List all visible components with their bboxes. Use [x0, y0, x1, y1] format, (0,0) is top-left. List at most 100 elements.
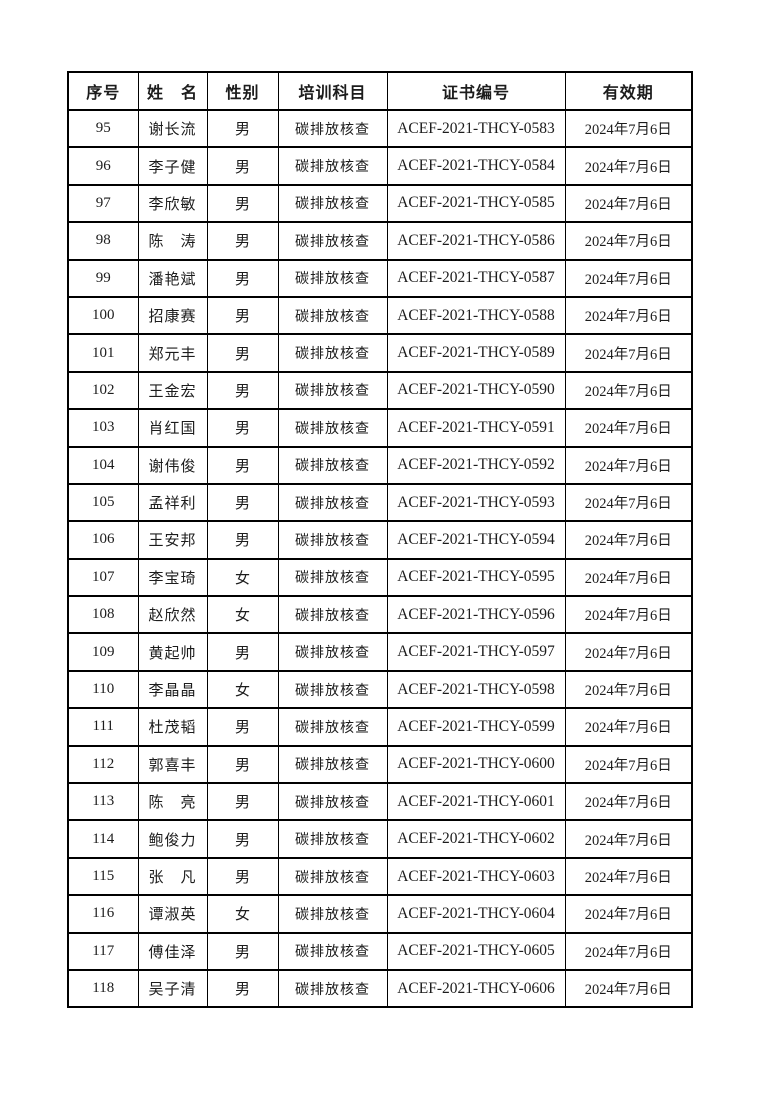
- cell-certificate: ACEF-2021-THCY-0586: [386, 221, 566, 261]
- cell-validity: 2024年7月6日: [564, 370, 693, 411]
- cell-validity: 2024年7月6日: [564, 108, 693, 149]
- cell-subject: 碳排放核查: [277, 856, 388, 897]
- header-cell-certificate: 证书编号: [386, 71, 566, 111]
- cell-subject: 碳排放核查: [277, 221, 388, 261]
- cell-validity: 2024年7月6日: [564, 632, 693, 672]
- cell-name: 孟祥利: [137, 482, 208, 523]
- cell-name: 赵欣然: [137, 595, 208, 635]
- cell-name: 王金宏: [137, 370, 208, 411]
- cell-index: 104: [67, 445, 139, 485]
- cell-name: 李子健: [137, 146, 208, 186]
- table-row: 96 李子健 男 碳排放核查 ACEF-2021-THCY-0584 2024年…: [67, 146, 693, 186]
- cell-index: 96: [67, 146, 139, 186]
- cell-name: 招康赛: [137, 295, 208, 336]
- cell-subject: 碳排放核查: [277, 707, 388, 747]
- table-header-row: 序号 姓 名 性别 培训科目 证书编号 有效期: [67, 71, 693, 111]
- table-row: 104 谢伟俊 男 碳排放核查 ACEF-2021-THCY-0592 2024…: [67, 445, 693, 485]
- cell-certificate: ACEF-2021-THCY-0599: [386, 707, 566, 747]
- cell-name: 李晶晶: [137, 669, 208, 710]
- cell-index: 97: [67, 183, 139, 224]
- cell-gender: 女: [206, 595, 279, 635]
- table-row: 114 鲍俊力 男 碳排放核查 ACEF-2021-THCY-0602 2024…: [67, 819, 693, 859]
- cell-certificate: ACEF-2021-THCY-0595: [386, 557, 566, 598]
- cell-subject: 碳排放核查: [277, 482, 388, 523]
- table-row: 106 王安邦 男 碳排放核查 ACEF-2021-THCY-0594 2024…: [67, 520, 693, 560]
- cell-index: 100: [67, 295, 139, 336]
- table-row: 118 吴子清 男 碳排放核查 ACEF-2021-THCY-0606 2024…: [67, 968, 693, 1009]
- cell-index: 111: [67, 707, 139, 747]
- cell-certificate: ACEF-2021-THCY-0589: [386, 333, 566, 373]
- cell-gender: 男: [206, 295, 279, 336]
- cell-subject: 碳排放核查: [277, 183, 388, 224]
- cell-validity: 2024年7月6日: [564, 258, 693, 298]
- cell-certificate: ACEF-2021-THCY-0594: [386, 520, 566, 560]
- table-row: 108 赵欣然 女 碳排放核查 ACEF-2021-THCY-0596 2024…: [67, 595, 693, 635]
- cell-certificate: ACEF-2021-THCY-0598: [386, 669, 566, 710]
- header-cell-name: 姓 名: [137, 71, 208, 111]
- cell-validity: 2024年7月6日: [564, 408, 693, 448]
- cell-index: 118: [67, 968, 139, 1009]
- cell-index: 114: [67, 819, 139, 859]
- cell-subject: 碳排放核查: [277, 520, 388, 560]
- cell-gender: 男: [206, 370, 279, 411]
- cell-gender: 男: [206, 108, 279, 149]
- cell-name: 肖红国: [137, 408, 208, 448]
- cell-certificate: ACEF-2021-THCY-0592: [386, 445, 566, 485]
- cell-gender: 男: [206, 482, 279, 523]
- cell-index: 116: [67, 894, 139, 934]
- cell-name: 黄起帅: [137, 632, 208, 672]
- cell-subject: 碳排放核查: [277, 782, 388, 822]
- cell-gender: 男: [206, 856, 279, 897]
- cell-validity: 2024年7月6日: [564, 856, 693, 897]
- cell-validity: 2024年7月6日: [564, 968, 693, 1009]
- certificate-table: 序号 姓 名 性别 培训科目 证书编号 有效期 95 谢长流 男 碳排放核查 A…: [67, 71, 693, 1009]
- cell-index: 101: [67, 333, 139, 373]
- cell-index: 109: [67, 632, 139, 672]
- cell-index: 112: [67, 744, 139, 785]
- cell-name: 谭淑英: [137, 894, 208, 934]
- cell-subject: 碳排放核查: [277, 632, 388, 672]
- cell-validity: 2024年7月6日: [564, 221, 693, 261]
- cell-certificate: ACEF-2021-THCY-0590: [386, 370, 566, 411]
- cell-index: 99: [67, 258, 139, 298]
- cell-subject: 碳排放核查: [277, 595, 388, 635]
- table-body: 95 谢长流 男 碳排放核查 ACEF-2021-THCY-0583 2024年…: [67, 108, 693, 1009]
- header-cell-index: 序号: [67, 71, 139, 111]
- header-cell-gender: 性别: [206, 71, 279, 111]
- cell-gender: 女: [206, 557, 279, 598]
- table-row: 98 陈 涛 男 碳排放核查 ACEF-2021-THCY-0586 2024年…: [67, 221, 693, 261]
- cell-name: 谢伟俊: [137, 445, 208, 485]
- table-row: 102 王金宏 男 碳排放核查 ACEF-2021-THCY-0590 2024…: [67, 370, 693, 411]
- cell-name: 王安邦: [137, 520, 208, 560]
- cell-gender: 男: [206, 707, 279, 747]
- table-row: 116 谭淑英 女 碳排放核查 ACEF-2021-THCY-0604 2024…: [67, 894, 693, 934]
- cell-certificate: ACEF-2021-THCY-0603: [386, 856, 566, 897]
- cell-subject: 碳排放核查: [277, 445, 388, 485]
- cell-subject: 碳排放核查: [277, 744, 388, 785]
- cell-gender: 男: [206, 445, 279, 485]
- cell-name: 陈 亮: [137, 782, 208, 822]
- cell-index: 95: [67, 108, 139, 149]
- cell-name: 张 凡: [137, 856, 208, 897]
- cell-index: 113: [67, 782, 139, 822]
- cell-gender: 女: [206, 669, 279, 710]
- cell-gender: 男: [206, 744, 279, 785]
- cell-gender: 男: [206, 782, 279, 822]
- cell-certificate: ACEF-2021-THCY-0606: [386, 968, 566, 1009]
- cell-gender: 男: [206, 258, 279, 298]
- table-row: 115 张 凡 男 碳排放核查 ACEF-2021-THCY-0603 2024…: [67, 856, 693, 897]
- cell-gender: 男: [206, 408, 279, 448]
- table-row: 117 傅佳泽 男 碳排放核查 ACEF-2021-THCY-0605 2024…: [67, 931, 693, 971]
- table-row: 105 孟祥利 男 碳排放核查 ACEF-2021-THCY-0593 2024…: [67, 482, 693, 523]
- cell-gender: 男: [206, 333, 279, 373]
- cell-validity: 2024年7月6日: [564, 707, 693, 747]
- table-row: 95 谢长流 男 碳排放核查 ACEF-2021-THCY-0583 2024年…: [67, 108, 693, 149]
- cell-certificate: ACEF-2021-THCY-0604: [386, 894, 566, 934]
- cell-gender: 男: [206, 183, 279, 224]
- cell-name: 郑元丰: [137, 333, 208, 373]
- table-row: 103 肖红国 男 碳排放核查 ACEF-2021-THCY-0591 2024…: [67, 408, 693, 448]
- table-row: 97 李欣敏 男 碳排放核查 ACEF-2021-THCY-0585 2024年…: [67, 183, 693, 224]
- table-row: 110 李晶晶 女 碳排放核查 ACEF-2021-THCY-0598 2024…: [67, 669, 693, 710]
- cell-index: 105: [67, 482, 139, 523]
